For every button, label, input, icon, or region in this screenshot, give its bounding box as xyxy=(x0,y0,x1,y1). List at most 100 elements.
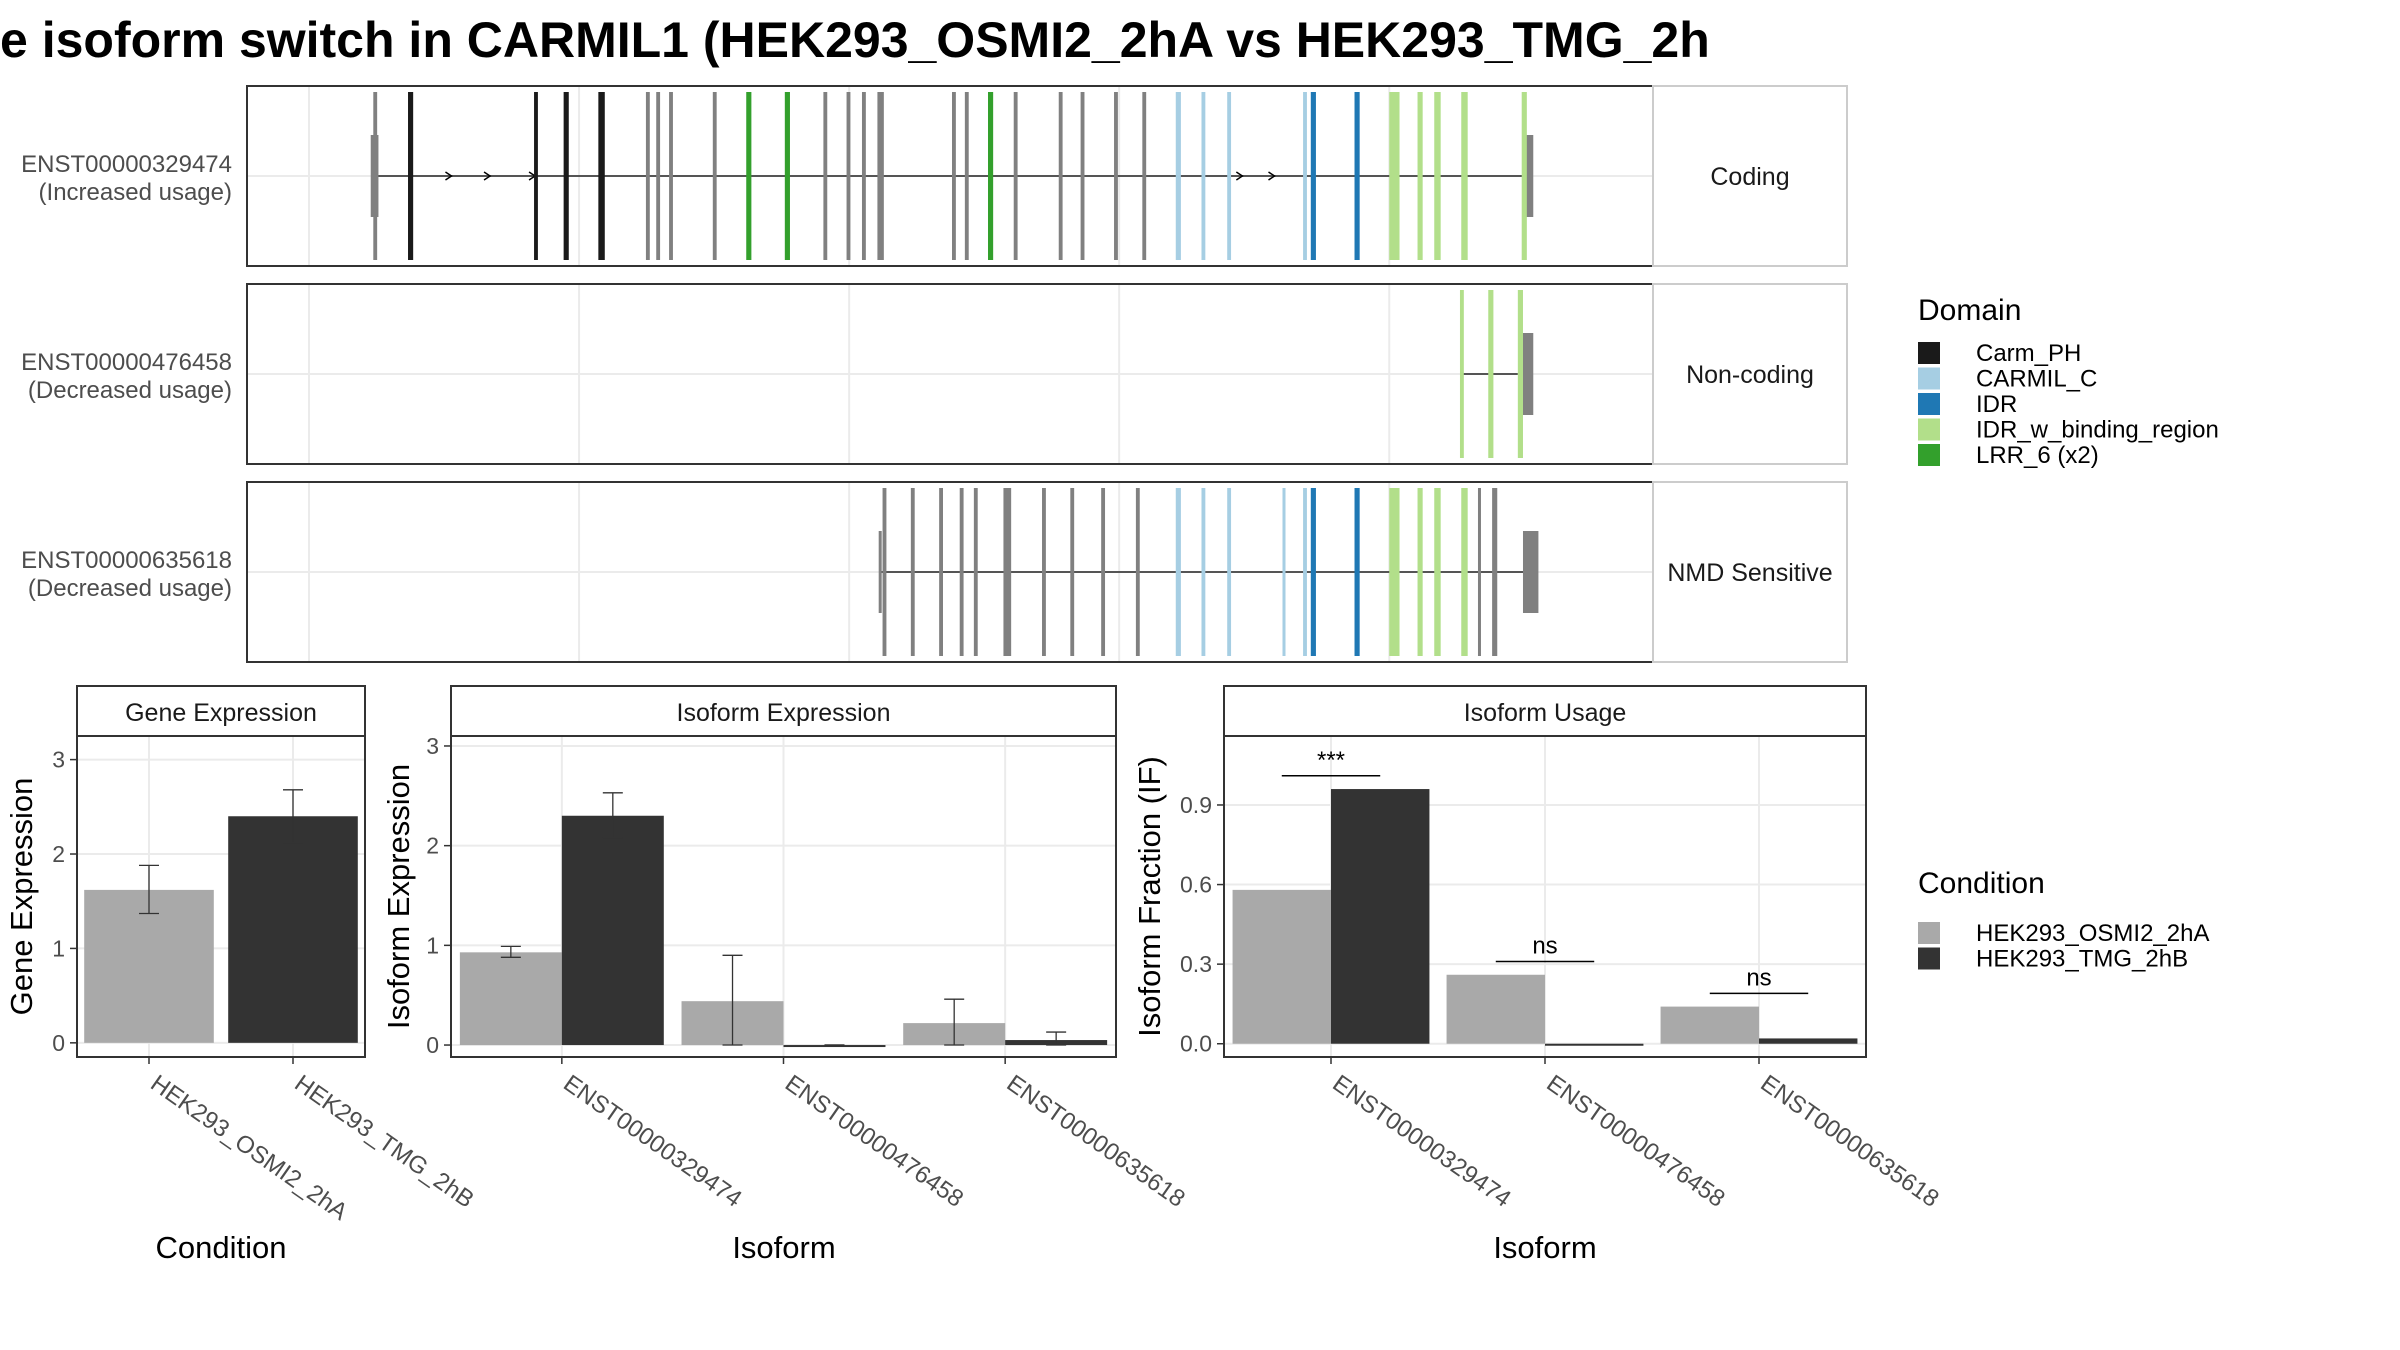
y-tick-label: 0.3 xyxy=(1180,951,1212,977)
transcript-usage-label: (Decreased usage) xyxy=(28,575,232,602)
exon-block xyxy=(1310,488,1316,656)
significance-label: ns xyxy=(1532,932,1557,959)
transcript-id-label: ENST00000635618 xyxy=(21,547,232,574)
legend-label: IDR xyxy=(1976,391,2017,418)
exon-block xyxy=(1389,488,1400,656)
chart-title: Isoform Usage xyxy=(1464,699,1627,727)
legend-swatch xyxy=(1918,367,1940,390)
transcript-category-strip xyxy=(1652,481,1848,663)
exon-block xyxy=(1461,488,1468,656)
exon-block xyxy=(1417,92,1423,260)
exon-block xyxy=(1013,92,1018,260)
exon-block xyxy=(1303,488,1307,656)
legend-swatch xyxy=(1918,393,1940,415)
legend-swatch xyxy=(1918,418,1940,441)
exon-block xyxy=(656,92,661,260)
transcript-category: Coding xyxy=(1710,163,1789,191)
legend-label: HEK293_OSMI2_2hA xyxy=(1976,920,2209,947)
exon-block xyxy=(1310,92,1316,260)
exon-block xyxy=(563,92,569,260)
exon-block xyxy=(1003,488,1012,656)
legend-swatch xyxy=(1918,342,1940,364)
exon-block xyxy=(645,92,650,260)
x-tick-label: ENST00000476458 xyxy=(780,1070,968,1213)
facet-strip xyxy=(76,685,366,737)
exon-block xyxy=(1201,488,1206,656)
exon-block xyxy=(1517,290,1523,458)
y-tick-label: 0 xyxy=(52,1030,65,1056)
utr-exon xyxy=(1522,135,1534,217)
y-tick-label: 0.0 xyxy=(1180,1031,1212,1057)
bar xyxy=(1759,1038,1858,1044)
exon-block xyxy=(1521,92,1527,260)
exon-block xyxy=(964,92,969,260)
y-tick-label: 2 xyxy=(52,841,65,867)
chart-title: Gene Expression xyxy=(125,699,317,727)
facet-strip xyxy=(1223,685,1867,737)
exon-block xyxy=(882,488,887,656)
y-tick-label: 3 xyxy=(426,733,439,759)
exon-block xyxy=(1142,92,1147,260)
exon-block xyxy=(598,92,605,260)
legend-swatch xyxy=(1918,922,1940,944)
bar xyxy=(1232,889,1331,1044)
bar xyxy=(1331,789,1430,1044)
transcript-category: NMD Sensitive xyxy=(1667,559,1832,587)
chart-title: Isoform Expression xyxy=(677,699,891,727)
y-tick-label: 1 xyxy=(52,935,65,961)
bar xyxy=(228,816,358,1043)
y-tick-label: 3 xyxy=(52,747,65,773)
exon-block xyxy=(408,92,414,260)
exon-block xyxy=(952,92,956,260)
exon-block xyxy=(846,92,851,260)
legend-swatch xyxy=(1918,444,1940,466)
exon-block xyxy=(746,92,752,260)
bar xyxy=(459,952,562,1046)
exon-block xyxy=(1227,92,1232,260)
y-axis-label: Isoform Expression xyxy=(381,764,416,1029)
transcript-usage-label: (Decreased usage) xyxy=(28,377,232,404)
y-tick-label: 0 xyxy=(426,1032,439,1058)
exon-block xyxy=(1058,92,1063,260)
domain-legend: Domain Carm_PHCARMIL_CIDRIDR_w_binding_r… xyxy=(1918,294,2219,469)
exon-block xyxy=(1114,92,1118,260)
significance-label: *** xyxy=(1317,747,1345,774)
transcript-category-strip xyxy=(1652,85,1848,267)
y-axis-label: Gene Expression xyxy=(4,778,39,1016)
x-axis-label: Condition xyxy=(156,1230,287,1265)
transcript-panels: Coding ENST00000329474(Increased usage) No… xyxy=(21,85,1848,663)
y-tick-label: 0.9 xyxy=(1180,792,1212,818)
exon-block xyxy=(1282,488,1286,656)
direction-arrow xyxy=(483,171,492,181)
y-axis-label: Isoform Fraction (IF) xyxy=(1132,756,1167,1037)
exon-block xyxy=(1042,488,1046,656)
bar xyxy=(561,815,664,1046)
exon-block xyxy=(1201,92,1206,260)
bar-charts: Gene Expression0123HEK293_OSMI2_2hAHEK29… xyxy=(4,685,1944,1265)
facet-strip xyxy=(450,685,1117,737)
exon-block xyxy=(534,92,538,260)
exon-block xyxy=(959,488,964,656)
transcript-usage-label: (Increased usage) xyxy=(39,179,232,206)
exon-block xyxy=(373,92,378,260)
bar xyxy=(1545,1043,1644,1046)
exon-block xyxy=(939,488,943,656)
transcript-id-label: ENST00000329474 xyxy=(21,151,232,178)
x-axis-label: Isoform xyxy=(1493,1230,1596,1265)
exon-block xyxy=(1417,488,1423,656)
transcript-category: Non-coding xyxy=(1686,361,1814,389)
figure-title: e isoform switch in CARMIL1 (HEK293_OSMI… xyxy=(0,12,1710,68)
legend-label: CARMIL_C xyxy=(1976,366,2097,393)
exon-block xyxy=(1101,488,1106,656)
x-tick-label: ENST00000329474 xyxy=(1328,1070,1516,1213)
exon-block xyxy=(1303,92,1307,260)
domain-legend-title: Domain xyxy=(1918,294,2021,327)
exon-block xyxy=(1080,92,1085,260)
direction-arrow xyxy=(1268,171,1276,181)
exon-block xyxy=(1461,92,1468,260)
exon-block xyxy=(784,92,790,260)
legend-label: Carm_PH xyxy=(1976,340,2081,367)
